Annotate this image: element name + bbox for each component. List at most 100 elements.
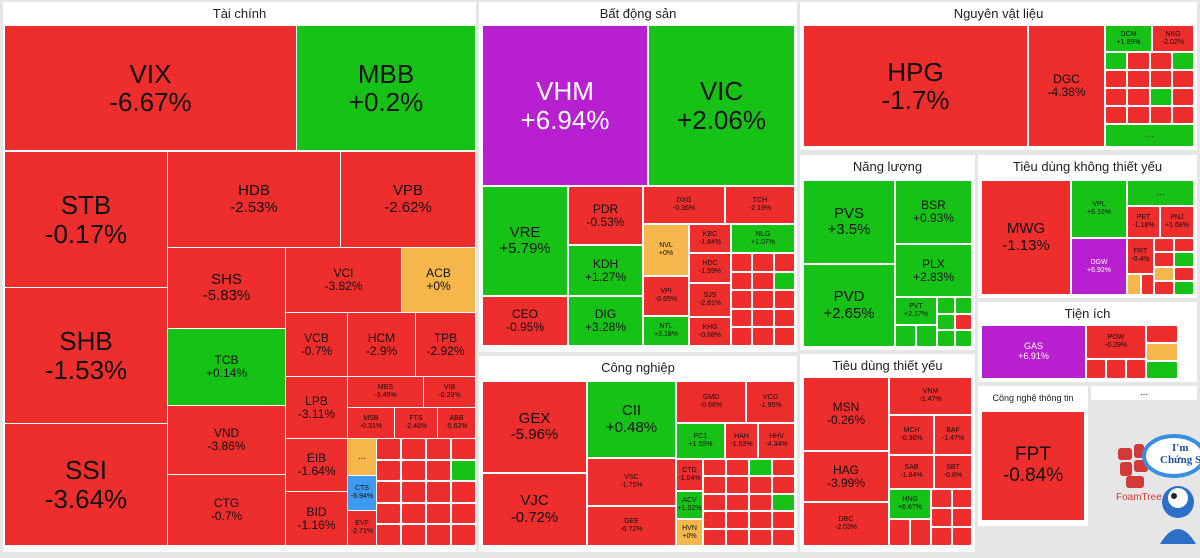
- tile-small[interactable]: [402, 525, 425, 545]
- tile-VRE[interactable]: VRE +5.79%: [483, 187, 567, 295]
- tile-small[interactable]: [1087, 360, 1105, 378]
- tile-FRT[interactable]: FRT -0.4%: [1128, 239, 1153, 273]
- tile-SJS[interactable]: SJS -2.81%: [690, 284, 730, 316]
- tile-small[interactable]: [402, 439, 425, 459]
- tile-small[interactable]: [750, 460, 771, 476]
- tile-small[interactable]: [727, 512, 748, 528]
- tile-small[interactable]: [774, 328, 794, 345]
- tile-PC1[interactable]: PC1 +1.55%: [677, 424, 724, 458]
- tile-PVS[interactable]: PVS +3.5%: [804, 181, 894, 263]
- tile-small[interactable]: [911, 520, 930, 545]
- tile-small[interactable]: [1150, 71, 1171, 87]
- tile-DIG[interactable]: DIG +3.28%: [569, 297, 642, 345]
- tile-small[interactable]: [1106, 89, 1127, 105]
- tile-small[interactable]: [774, 254, 794, 271]
- tile-small[interactable]: [402, 460, 425, 481]
- tile-small[interactable]: [1175, 281, 1193, 294]
- tile-TPB[interactable]: TPB -2.92%: [416, 313, 475, 376]
- tile-small[interactable]: [1175, 239, 1193, 252]
- tile-small[interactable]: [1147, 326, 1177, 342]
- tile-small[interactable]: [932, 509, 951, 526]
- tile-SSI[interactable]: SSI -3.64%: [5, 424, 167, 545]
- tile-small[interactable]: [917, 326, 936, 346]
- tile-small[interactable]: [704, 494, 725, 511]
- tile-BSR[interactable]: BSR +0.93%: [896, 181, 971, 243]
- tile-small[interactable]: [1106, 71, 1127, 87]
- tile-VIB[interactable]: VIB -0.28%: [424, 377, 475, 407]
- tile-HDB[interactable]: HDB -2.53%: [168, 152, 340, 247]
- tile-PNJ[interactable]: PNJ +1.68%: [1161, 207, 1193, 237]
- tile-ACV[interactable]: ACV +1.02%: [677, 492, 702, 518]
- tile-VND[interactable]: VND -3.86%: [168, 406, 285, 474]
- tile-MWG[interactable]: MWG -1.13%: [982, 181, 1070, 294]
- tile-VIX[interactable]: VIX -6.67%: [5, 26, 296, 150]
- tile-GEX[interactable]: GEX -5.96%: [483, 382, 586, 472]
- tile-small[interactable]: [952, 528, 971, 545]
- tile-NLG[interactable]: NLG +1.07%: [732, 225, 794, 252]
- tile-small[interactable]: [1172, 89, 1193, 105]
- tile-small[interactable]: [932, 490, 951, 507]
- tile-small[interactable]: [727, 477, 748, 493]
- tile-small[interactable]: [890, 520, 909, 545]
- tile-MSN[interactable]: MSN -0.26%: [804, 378, 888, 450]
- tile-PET[interactable]: PET -1.18%: [1128, 207, 1159, 237]
- tile-DCM[interactable]: DCM +1.89%: [1106, 26, 1151, 51]
- tile-small[interactable]: [750, 494, 771, 511]
- tile-small[interactable]: [955, 314, 971, 330]
- tile-DGC[interactable]: DGC -4.38%: [1029, 26, 1104, 146]
- tile-small[interactable]: [452, 460, 475, 481]
- tile-CEO[interactable]: CEO -0.95%: [483, 297, 567, 345]
- tile-small[interactable]: [1128, 107, 1149, 123]
- tile-small[interactable]: [1147, 362, 1177, 378]
- tile-more-tdk[interactable]: ...: [1128, 181, 1193, 205]
- tile-small[interactable]: [427, 439, 450, 459]
- tile-DBC[interactable]: DBC -2.03%: [804, 503, 888, 545]
- tile-small[interactable]: [1172, 107, 1193, 123]
- tile-MSB[interactable]: MSB -0.31%: [348, 408, 394, 438]
- tile-small[interactable]: [1128, 71, 1149, 87]
- tile-small[interactable]: [753, 328, 773, 345]
- tile-HAG[interactable]: HAG -3.99%: [804, 452, 888, 501]
- tile-GEE[interactable]: GEE -6.72%: [588, 507, 675, 545]
- tile-EVF[interactable]: EVF -2.71%: [348, 511, 376, 545]
- tile-VPL[interactable]: VPL +6.16%: [1072, 181, 1126, 237]
- tile-small[interactable]: [750, 477, 771, 493]
- tile-CTG[interactable]: CTG -0.7%: [168, 475, 285, 545]
- tile-NKG[interactable]: NKG -2.02%: [1153, 26, 1193, 51]
- tile-small[interactable]: [704, 477, 725, 493]
- tile-VPI[interactable]: VPI -0.65%: [644, 277, 688, 315]
- tile-small[interactable]: [732, 272, 752, 290]
- tile-ABB[interactable]: ABB -5.62%: [438, 408, 475, 438]
- tile-small[interactable]: [773, 512, 794, 528]
- tile-small[interactable]: [1127, 360, 1145, 378]
- tile-small[interactable]: [774, 291, 794, 308]
- tile-small[interactable]: [704, 512, 725, 528]
- tile-PLX[interactable]: PLX +2.83%: [896, 245, 971, 296]
- tile-ACB[interactable]: ACB +0%: [402, 248, 475, 312]
- tile-small[interactable]: [1150, 89, 1171, 105]
- tile-HPG[interactable]: HPG -1.7%: [804, 26, 1027, 146]
- tile-small[interactable]: [1150, 53, 1171, 69]
- tile-small[interactable]: [1128, 89, 1149, 105]
- tile-small[interactable]: [938, 331, 954, 346]
- tile-STB[interactable]: STB -0.17%: [5, 152, 167, 287]
- tile-small[interactable]: [1147, 344, 1177, 360]
- tile-small[interactable]: [938, 314, 954, 330]
- tile-small[interactable]: [952, 490, 971, 507]
- tile-NVL[interactable]: NVL +0%: [644, 225, 688, 275]
- tile-small[interactable]: [1155, 267, 1173, 280]
- tile-small[interactable]: [753, 309, 773, 327]
- tile-PDR[interactable]: PDR -0.53%: [569, 187, 642, 244]
- tile-small[interactable]: [773, 460, 794, 476]
- tile-small[interactable]: [727, 494, 748, 511]
- tile-small[interactable]: [727, 529, 748, 545]
- tile-small[interactable]: [452, 503, 475, 524]
- tile-small[interactable]: [774, 272, 794, 290]
- tile-HHV[interactable]: HHV -4.34%: [759, 424, 794, 458]
- tile-small[interactable]: [377, 439, 400, 459]
- tile-small[interactable]: [732, 291, 752, 308]
- tile-HNG[interactable]: HNG +6.67%: [890, 490, 930, 518]
- tile-more-tc1[interactable]: ...: [348, 439, 376, 475]
- tile-HCM[interactable]: HCM -2.9%: [348, 313, 415, 376]
- tile-small[interactable]: [704, 529, 725, 545]
